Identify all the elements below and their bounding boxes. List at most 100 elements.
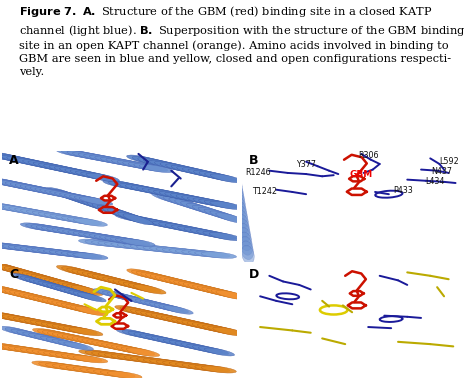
Ellipse shape xyxy=(165,192,199,201)
Ellipse shape xyxy=(202,325,236,334)
Ellipse shape xyxy=(52,301,84,310)
Ellipse shape xyxy=(127,269,160,278)
Ellipse shape xyxy=(0,154,29,163)
Ellipse shape xyxy=(195,251,230,258)
Ellipse shape xyxy=(182,250,217,256)
Ellipse shape xyxy=(77,293,106,302)
Ellipse shape xyxy=(52,332,86,341)
Text: B: B xyxy=(249,154,258,167)
Ellipse shape xyxy=(207,288,239,298)
Ellipse shape xyxy=(91,351,127,359)
Ellipse shape xyxy=(49,279,81,289)
Ellipse shape xyxy=(5,328,35,336)
Ellipse shape xyxy=(75,306,108,316)
Ellipse shape xyxy=(12,157,46,166)
Ellipse shape xyxy=(11,273,40,283)
Ellipse shape xyxy=(177,166,210,175)
Ellipse shape xyxy=(143,159,176,168)
Ellipse shape xyxy=(231,188,244,207)
Ellipse shape xyxy=(37,249,73,256)
Ellipse shape xyxy=(10,183,44,191)
Ellipse shape xyxy=(86,173,119,182)
Ellipse shape xyxy=(40,336,70,345)
Ellipse shape xyxy=(33,162,66,171)
Ellipse shape xyxy=(69,290,97,300)
Ellipse shape xyxy=(202,287,235,296)
Ellipse shape xyxy=(175,362,210,370)
Ellipse shape xyxy=(116,346,150,354)
Ellipse shape xyxy=(45,190,78,198)
Ellipse shape xyxy=(52,324,86,333)
Ellipse shape xyxy=(25,319,58,327)
Ellipse shape xyxy=(67,252,102,259)
Ellipse shape xyxy=(79,350,114,357)
Ellipse shape xyxy=(205,173,237,181)
Ellipse shape xyxy=(92,203,122,214)
Ellipse shape xyxy=(67,217,101,225)
Ellipse shape xyxy=(27,210,61,218)
Ellipse shape xyxy=(239,232,252,251)
Ellipse shape xyxy=(37,329,71,338)
Ellipse shape xyxy=(14,246,49,252)
Ellipse shape xyxy=(213,327,246,336)
Ellipse shape xyxy=(123,161,156,169)
Ellipse shape xyxy=(60,168,93,176)
Ellipse shape xyxy=(82,272,115,281)
Ellipse shape xyxy=(74,196,108,204)
Ellipse shape xyxy=(100,371,135,378)
Ellipse shape xyxy=(58,340,88,349)
Ellipse shape xyxy=(188,251,224,257)
Ellipse shape xyxy=(66,366,101,373)
Ellipse shape xyxy=(47,332,81,340)
Ellipse shape xyxy=(228,166,240,184)
Ellipse shape xyxy=(61,303,94,312)
Ellipse shape xyxy=(67,355,102,362)
Ellipse shape xyxy=(67,151,101,159)
Ellipse shape xyxy=(210,174,243,183)
Ellipse shape xyxy=(49,165,82,174)
Ellipse shape xyxy=(16,275,45,284)
Ellipse shape xyxy=(29,279,58,288)
Ellipse shape xyxy=(0,343,20,350)
Ellipse shape xyxy=(165,164,199,173)
Ellipse shape xyxy=(137,357,172,364)
Ellipse shape xyxy=(36,225,71,233)
Ellipse shape xyxy=(176,195,210,203)
Ellipse shape xyxy=(100,235,134,243)
Ellipse shape xyxy=(210,211,241,222)
Ellipse shape xyxy=(77,271,109,280)
Ellipse shape xyxy=(193,170,227,179)
Ellipse shape xyxy=(55,166,88,175)
Ellipse shape xyxy=(84,154,118,162)
Ellipse shape xyxy=(58,325,92,334)
Ellipse shape xyxy=(146,220,180,228)
Ellipse shape xyxy=(42,283,71,292)
Ellipse shape xyxy=(139,164,173,173)
Ellipse shape xyxy=(123,282,156,291)
Ellipse shape xyxy=(15,184,49,192)
Ellipse shape xyxy=(91,240,127,247)
Ellipse shape xyxy=(130,357,165,364)
Ellipse shape xyxy=(67,335,100,344)
Ellipse shape xyxy=(95,156,129,164)
Ellipse shape xyxy=(177,319,210,328)
Ellipse shape xyxy=(75,171,109,179)
Ellipse shape xyxy=(55,192,88,200)
Ellipse shape xyxy=(18,271,49,281)
Ellipse shape xyxy=(225,148,237,167)
Ellipse shape xyxy=(164,278,197,287)
Ellipse shape xyxy=(234,201,246,220)
Ellipse shape xyxy=(121,295,151,304)
Ellipse shape xyxy=(56,215,90,223)
Ellipse shape xyxy=(9,291,42,300)
Ellipse shape xyxy=(56,265,89,275)
Ellipse shape xyxy=(82,339,115,347)
Ellipse shape xyxy=(32,361,67,368)
Ellipse shape xyxy=(17,330,46,339)
Ellipse shape xyxy=(117,160,151,168)
Ellipse shape xyxy=(41,322,75,330)
Ellipse shape xyxy=(14,292,47,301)
Ellipse shape xyxy=(115,238,150,245)
Ellipse shape xyxy=(0,243,26,250)
Ellipse shape xyxy=(187,322,220,330)
